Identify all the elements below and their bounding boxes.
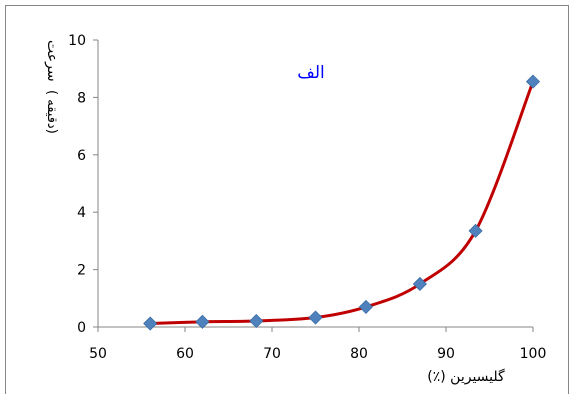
chart-border [5,5,569,394]
series-line [150,81,535,326]
data-point [308,310,323,325]
x-axis-ticks: 50 60 70 80 90 100 [89,327,546,362]
data-point [468,223,483,238]
data-point [249,313,264,329]
x-axis-label: گلیسیرین (٪) [427,368,505,385]
data-point [412,276,427,292]
data-point [195,314,210,329]
x-tick-label: 50 [89,346,107,362]
data-point [358,299,374,314]
y-axis-label: سرعت ( دقیقه) [44,40,60,134]
x-tick-label: 70 [263,346,281,362]
data-point [143,316,158,331]
x-tick-label: 60 [176,346,194,362]
y-axis-label-line1: سرعت [44,40,60,82]
x-tick-label: 90 [437,346,455,362]
y-tick-label: 4 [77,205,86,221]
chart-title: الف [297,63,325,83]
y-tick-label: 10 [68,33,86,49]
data-point [525,74,541,89]
y-axis-ticks: 0 2 4 6 8 10 [68,33,98,336]
x-tick-label: 80 [350,346,368,362]
y-tick-label: 0 [77,320,86,336]
series-markers [143,74,541,331]
y-tick-label: 8 [77,90,86,106]
y-tick-label: 6 [77,148,86,164]
x-tick-label: 100 [520,346,547,362]
y-axis-label-line2: ( دقیقه) [44,90,59,134]
y-tick-label: 2 [77,263,86,279]
